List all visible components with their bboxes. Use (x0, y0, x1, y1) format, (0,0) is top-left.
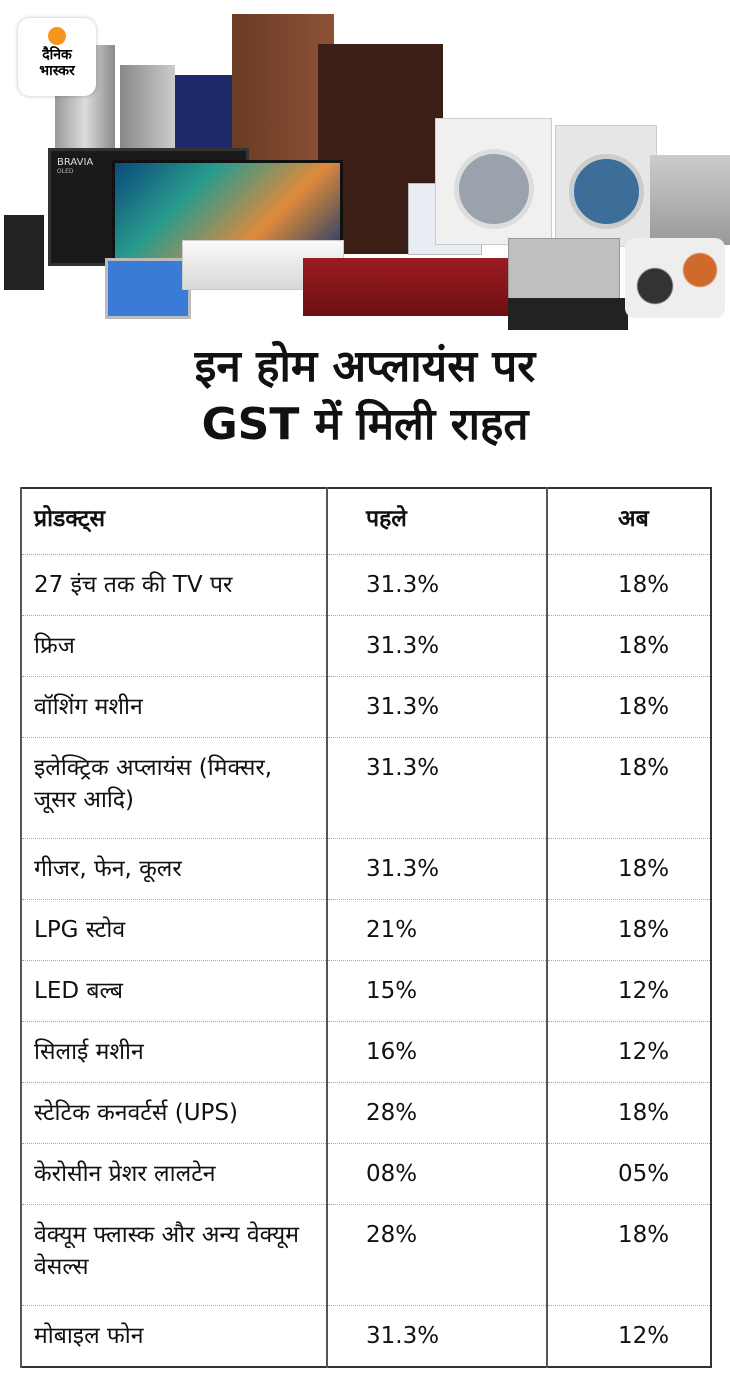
product-cell: इलेक्ट्रिक अप्लायंस (मिक्सर, जूसर आदि) (20, 737, 327, 839)
tv-sub-label: OLED (57, 168, 74, 175)
before-rate-cell: 31.3% (326, 676, 547, 738)
table-row: गीजर, फेन, कूलर 31.3% 18% (20, 838, 711, 900)
before-rate-cell: 31.3% (326, 1305, 547, 1368)
cookware (625, 238, 725, 318)
product-cell: गीजर, फेन, कूलर (20, 838, 327, 900)
microwave (508, 238, 620, 300)
current-rate-cell: 18% (546, 676, 711, 738)
product-cell: सिलाई मशीन (20, 1021, 327, 1083)
header-products: प्रोडक्ट्स (20, 488, 327, 555)
before-rate-cell: 31.3% (326, 615, 547, 677)
product-cell: वेक्यूम फ्लास्क और अन्य वेक्यूम वेसल्स (20, 1204, 327, 1306)
current-rate-cell: 18% (546, 899, 711, 961)
current-rate-cell: 05% (546, 1143, 711, 1205)
before-rate-cell: 31.3% (326, 737, 547, 839)
speaker (4, 215, 44, 290)
dishwasher (650, 155, 730, 245)
header-before: पहले (326, 488, 547, 555)
headline-line-2: GST में मिली राहत (201, 399, 529, 450)
before-rate-cell: 31.3% (326, 554, 547, 616)
before-rate-cell: 21% (326, 899, 547, 961)
table-row: LED बल्ब 15% 12% (20, 960, 711, 1022)
logo-line-1: दैनिक (42, 47, 72, 63)
table-row: वॉशिंग मशीन 31.3% 18% (20, 676, 711, 738)
table-row: वेक्यूम फ्लास्क और अन्य वेक्यूम वेसल्स 28… (20, 1204, 711, 1306)
product-cell: वॉशिंग मशीन (20, 676, 327, 738)
header-now: अब (546, 488, 711, 555)
table-row: केरोसीन प्रेशर लालटेन 08% 05% (20, 1143, 711, 1205)
table-row: 27 इंच तक की TV पर 31.3% 18% (20, 554, 711, 616)
product-cell: फ्रिज (20, 615, 327, 677)
washing-machine-2 (555, 125, 657, 247)
product-cell: केरोसीन प्रेशर लालटेन (20, 1143, 327, 1205)
before-rate-cell: 15% (326, 960, 547, 1022)
product-cell: स्टेटिक कनवर्टर्स (UPS) (20, 1082, 327, 1144)
laptop (105, 258, 191, 319)
gst-rates-table: प्रोडक्ट्स पहले अब 27 इंच तक की TV पर 31.… (20, 487, 712, 1368)
ac-red (303, 258, 508, 316)
current-rate-cell: 12% (546, 960, 711, 1022)
before-rate-cell: 28% (326, 1204, 547, 1306)
sun-icon (48, 27, 66, 45)
gas-stove (508, 298, 628, 330)
dainik-bhaskar-logo: दैनिक भास्कर (18, 18, 96, 96)
table-row: सिलाई मशीन 16% 12% (20, 1021, 711, 1083)
headline: इन होम अप्लायंस पर GST में मिली राहत (0, 338, 730, 454)
table-row: स्टेटिक कनवर्टर्स (UPS) 28% 18% (20, 1082, 711, 1144)
product-cell: LPG स्टोव (20, 899, 327, 961)
current-rate-cell: 18% (546, 838, 711, 900)
table-header: प्रोडक्ट्स पहले अब (20, 488, 711, 555)
before-rate-cell: 08% (326, 1143, 547, 1205)
product-cell: 27 इंच तक की TV पर (20, 554, 327, 616)
table-row: इलेक्ट्रिक अप्लायंस (मिक्सर, जूसर आदि) 31… (20, 737, 711, 839)
current-rate-cell: 12% (546, 1021, 711, 1083)
logo-line-2: भास्कर (39, 63, 75, 79)
before-rate-cell: 16% (326, 1021, 547, 1083)
table-row: फ्रिज 31.3% 18% (20, 615, 711, 677)
washing-machine-1 (435, 118, 552, 245)
current-rate-cell: 18% (546, 1082, 711, 1144)
headline-line-1: इन होम अप्लायंस पर (194, 341, 536, 392)
current-rate-cell: 18% (546, 1204, 711, 1306)
current-rate-cell: 18% (546, 615, 711, 677)
wardrobe-wood (232, 14, 334, 164)
table-row: मोबाइल फोन 31.3% 12% (20, 1305, 711, 1368)
current-rate-cell: 18% (546, 554, 711, 616)
table-row: LPG स्टोव 21% 18% (20, 899, 711, 961)
current-rate-cell: 12% (546, 1305, 711, 1368)
current-rate-cell: 18% (546, 737, 711, 839)
before-rate-cell: 31.3% (326, 838, 547, 900)
product-cell: मोबाइल फोन (20, 1305, 327, 1368)
product-cell: LED बल्ब (20, 960, 327, 1022)
tv-brand: BRAVIA (57, 157, 94, 168)
before-rate-cell: 28% (326, 1082, 547, 1144)
